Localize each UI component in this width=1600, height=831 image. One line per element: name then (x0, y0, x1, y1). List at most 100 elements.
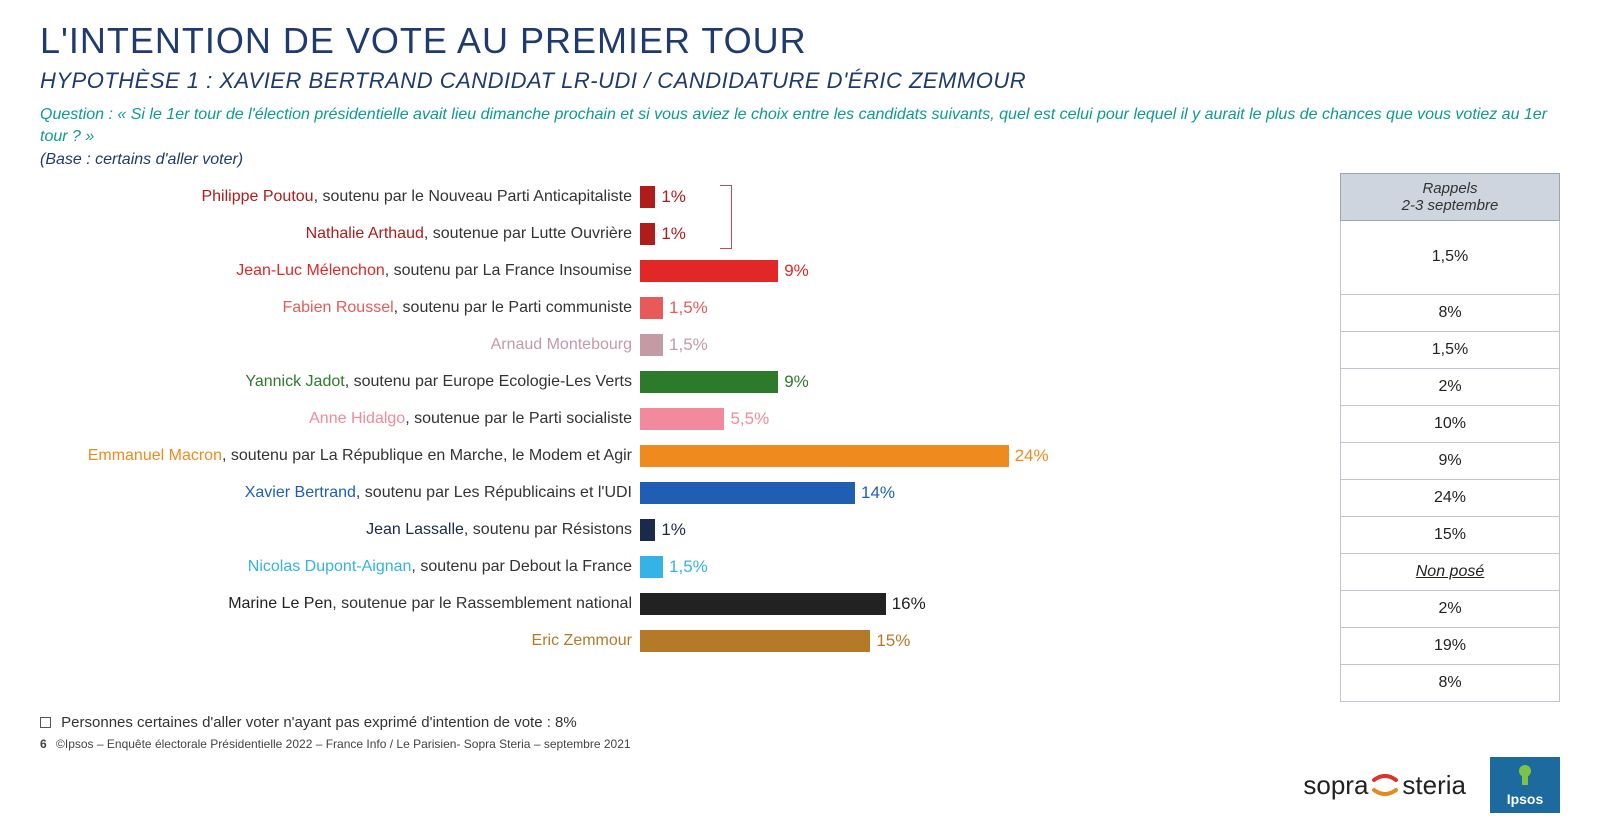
chart-row: Jean-Luc Mélenchon, soutenu par La Franc… (40, 253, 1320, 290)
candidate-affiliation: , soutenue par le Rassemblement national (332, 595, 632, 612)
bar (640, 482, 855, 504)
bar-wrap: 1% (640, 223, 1320, 245)
bar (640, 186, 655, 208)
candidate-affiliation: , soutenu par Résistons (464, 521, 632, 538)
bar-value: 15% (876, 631, 910, 651)
bar-wrap: 1,5% (640, 334, 1320, 356)
chart-row: Anne Hidalgo, soutenue par le Parti soci… (40, 401, 1320, 438)
candidate-affiliation: , soutenu par le Nouveau Parti Anticapit… (314, 188, 632, 205)
candidate-name: Jean Lassalle (366, 521, 464, 538)
candidate-affiliation: , soutenu par Les Républicains et l'UDI (356, 484, 632, 501)
candidate-label: Yannick Jadot, soutenu par Europe Ecolog… (40, 373, 640, 391)
chart-row: Marine Le Pen, soutenue par le Rassemble… (40, 586, 1320, 623)
chart-row: Philippe Poutou, soutenu par le Nouveau … (40, 179, 1320, 216)
candidate-affiliation: , soutenu par Europe Ecologie-Les Verts (345, 373, 632, 390)
bar (640, 556, 663, 578)
candidate-label: Marine Le Pen, soutenue par le Rassemble… (40, 595, 640, 613)
bar (640, 593, 886, 615)
survey-question: Question : « Si le 1er tour de l'électio… (40, 104, 1560, 149)
recall-cell: 2% (1340, 369, 1560, 406)
candidate-name: Nicolas Dupont-Aignan (248, 558, 412, 575)
candidate-affiliation: , soutenu par le Parti communiste (394, 299, 632, 316)
recall-cell: 2% (1340, 591, 1560, 628)
recall-header: Rappels2-3 septembre (1340, 173, 1560, 221)
chart-row: Nicolas Dupont-Aignan, soutenu par Debou… (40, 549, 1320, 586)
sopra-icon (1372, 774, 1398, 796)
logo-text: steria (1402, 770, 1466, 801)
bar (640, 371, 778, 393)
bar (640, 519, 655, 541)
sopra-steria-logo: sopra steria (1303, 770, 1466, 801)
footnote-text: Personnes certaines d'aller voter n'ayan… (61, 714, 577, 731)
bar-wrap: 1% (640, 519, 1320, 541)
bar-wrap: 1,5% (640, 297, 1320, 319)
bar-wrap: 9% (640, 371, 1320, 393)
bar-wrap: 5,5% (640, 408, 1320, 430)
candidate-name: Xavier Bertrand (245, 484, 356, 501)
candidate-affiliation: , soutenue par le Parti socialiste (405, 410, 632, 427)
grouping-bracket (720, 185, 732, 249)
candidate-affiliation: , soutenu par Debout la France (411, 558, 632, 575)
recall-cell: 15% (1340, 517, 1560, 554)
bar-wrap: 24% (640, 445, 1320, 467)
chart-row: Fabien Roussel, soutenu par le Parti com… (40, 290, 1320, 327)
candidate-label: Eric Zemmour (40, 632, 640, 650)
bar (640, 260, 778, 282)
survey-base: (Base : certains d'aller voter) (40, 151, 1560, 169)
chart-row: Yannick Jadot, soutenu par Europe Ecolog… (40, 364, 1320, 401)
bar-value: 1% (661, 224, 686, 244)
candidate-label: Jean-Luc Mélenchon, soutenu par La Franc… (40, 262, 640, 280)
bar-wrap: 14% (640, 482, 1320, 504)
recall-cell: 19% (1340, 628, 1560, 665)
candidate-label: Anne Hidalgo, soutenue par le Parti soci… (40, 410, 640, 428)
candidate-label: Nicolas Dupont-Aignan, soutenu par Debou… (40, 558, 640, 576)
bar-value: 1% (661, 520, 686, 540)
candidate-name: Emmanuel Macron (88, 447, 222, 464)
logo-area: sopra steria Ipsos (1303, 757, 1560, 813)
candidate-name: Yannick Jadot (245, 373, 344, 390)
chart-row: Xavier Bertrand, soutenu par Les Républi… (40, 475, 1320, 512)
recall-cell: 8% (1340, 665, 1560, 702)
chart-row: Jean Lassalle, soutenu par Résistons 1% (40, 512, 1320, 549)
recall-cell: 24% (1340, 480, 1560, 517)
bar-value: 1,5% (669, 335, 708, 355)
bar-value: 1% (661, 187, 686, 207)
candidate-name: Philippe Poutou (201, 188, 313, 205)
page-title: L'INTENTION DE VOTE AU PREMIER TOUR (40, 20, 1560, 62)
bar (640, 445, 1009, 467)
footnote: Personnes certaines d'aller voter n'ayan… (40, 714, 1560, 731)
bar-value: 24% (1015, 446, 1049, 466)
candidate-label: Nathalie Arthaud, soutenue par Lutte Ouv… (40, 225, 640, 243)
recall-cell: 8% (1340, 295, 1560, 332)
chart-row: Nathalie Arthaud, soutenue par Lutte Ouv… (40, 216, 1320, 253)
bar-value: 9% (784, 372, 809, 392)
bar-value: 9% (784, 261, 809, 281)
bar (640, 297, 663, 319)
bar-wrap: 15% (640, 630, 1320, 652)
content-area: Philippe Poutou, soutenu par le Nouveau … (40, 173, 1560, 702)
bar-value: 1,5% (669, 298, 708, 318)
candidate-name: Jean-Luc Mélenchon (236, 262, 385, 279)
page-subtitle: HYPOTHÈSE 1 : XAVIER BERTRAND CANDIDAT L… (40, 68, 1560, 94)
candidate-affiliation: , soutenu par La République en Marche, l… (222, 447, 632, 464)
recall-cell: 1,5% (1340, 221, 1560, 295)
candidate-label: Jean Lassalle, soutenu par Résistons (40, 521, 640, 539)
recall-cell: 1,5% (1340, 332, 1560, 369)
logo-text: Ipsos (1507, 791, 1544, 807)
checkbox-icon (40, 717, 51, 728)
ipsos-icon (1514, 763, 1536, 787)
recall-cell: 9% (1340, 443, 1560, 480)
chart-row: Eric Zemmour 15% (40, 623, 1320, 660)
bar-wrap: 9% (640, 260, 1320, 282)
bar-value: 5,5% (730, 409, 769, 429)
bar (640, 408, 724, 430)
bar-wrap: 1% (640, 186, 1320, 208)
recall-table: Rappels2-3 septembre 1,5%8%1,5%2%10%9%24… (1340, 173, 1560, 702)
candidate-name: Nathalie Arthaud (306, 225, 424, 242)
logo-text: sopra (1303, 770, 1368, 801)
chart-row: Arnaud Montebourg 1,5% (40, 327, 1320, 364)
recall-cell: Non posé (1340, 554, 1560, 591)
candidate-name: Arnaud Montebourg (491, 336, 632, 353)
bar (640, 223, 655, 245)
bar-wrap: 16% (640, 593, 1320, 615)
